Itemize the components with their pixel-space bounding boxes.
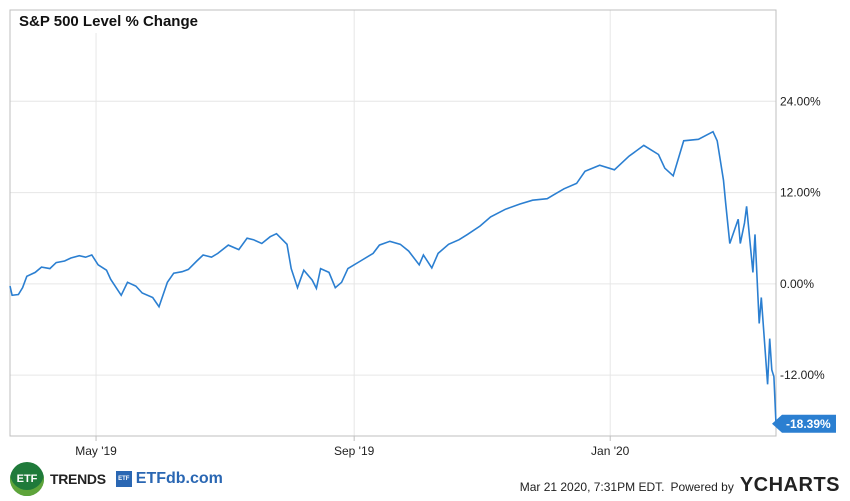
footer-attribution: Mar 21 2020, 7:31PM EDT. Powered by YCHA…: [520, 474, 840, 497]
x-tick-label: May '19: [75, 444, 117, 458]
timestamp-text: Mar 21 2020, 7:31PM EDT.: [519, 480, 665, 494]
etftrends-logo-icon: ETF: [10, 462, 44, 496]
y-tick-label: -12.00%: [780, 368, 825, 382]
etfdb-logo[interactable]: ETF ETFdb.com: [115, 470, 223, 488]
ycharts-logo[interactable]: YCHARTS: [739, 474, 840, 496]
y-tick-label: 24.00%: [780, 94, 821, 108]
x-tick-label: Sep '19: [334, 444, 375, 458]
plot-border: [9, 9, 777, 437]
end-value-label-bg: [772, 414, 836, 433]
etfdb-logo-text: ETFdb.com: [135, 470, 223, 487]
x-axis-ticks: May '19 Sep '19 Jan '20: [75, 436, 630, 458]
etfdb-logo-icon: ETF: [115, 471, 132, 487]
series-line-sp500: [9, 130, 777, 424]
y-tick-label: 0.00%: [780, 277, 814, 291]
y-axis-ticks: 24.00% 12.00% 0.00% -12.00%: [780, 94, 825, 382]
footer-logos: ETF TRENDS ETF ETFdb.com: [10, 462, 223, 496]
chart-title: S&P 500 Level % Change: [13, 11, 204, 33]
etftrends-logo[interactable]: ETF TRENDS: [10, 462, 106, 496]
end-value-label-text: -18.39%: [786, 417, 831, 431]
etftrends-logo-text: TRENDS: [50, 471, 106, 487]
x-tick-label: Jan '20: [591, 444, 630, 458]
end-value-label: -18.39%: [772, 414, 836, 433]
y-tick-label: 12.00%: [780, 186, 821, 200]
powered-by-text: Powered by: [670, 480, 734, 494]
grid-lines: [10, 10, 776, 436]
